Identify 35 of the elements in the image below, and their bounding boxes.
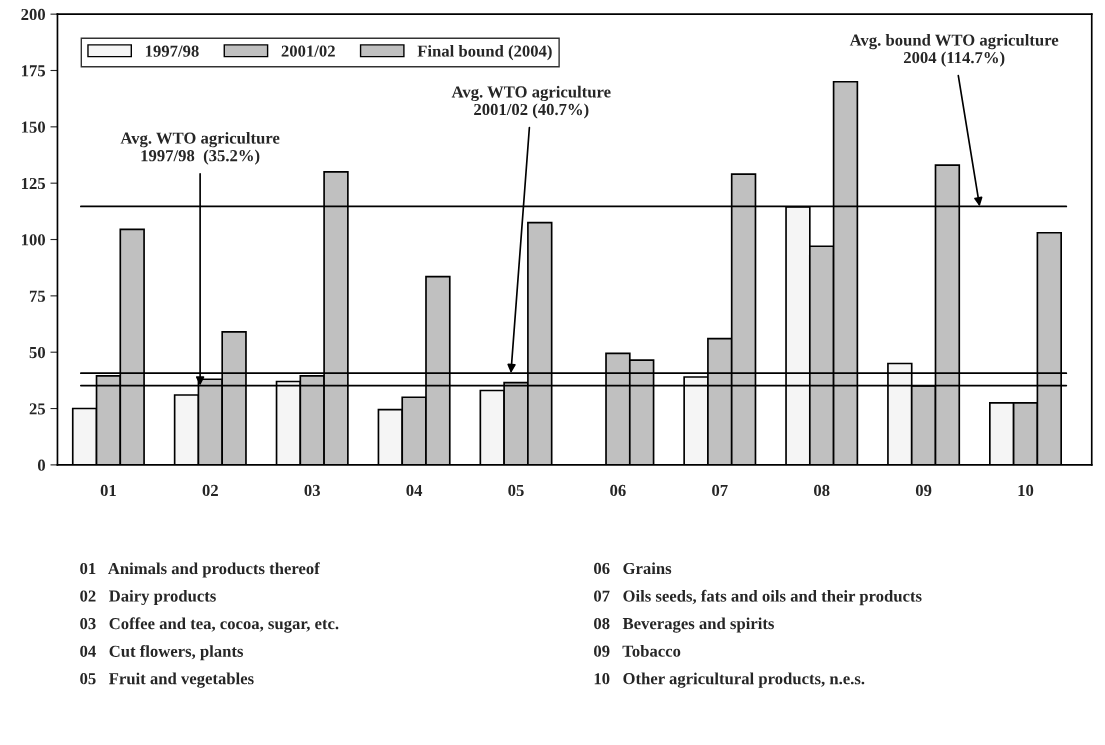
x-tick-label: 10 — [1018, 484, 1034, 497]
text: 06 Grains — [594, 562, 672, 575]
y-tick-label: 75 — [29, 290, 46, 302]
legend-label: 2001/02 — [281, 45, 335, 57]
y-tick-label: 100 — [21, 234, 46, 246]
text: 03 Coffee and tea, cocoa, sugar, etc. — [80, 617, 339, 633]
x-tick-label: 05 — [508, 484, 524, 497]
x-tick-label: 07 — [712, 484, 728, 497]
ref-line-label: Avg. bound WTO agriculture 2004 (114.7%) — [849, 33, 1059, 67]
x-tick-label: 03 — [304, 484, 320, 497]
y-tick-label: 50 — [29, 346, 46, 359]
legend-label: Final bound (2004) — [417, 45, 552, 61]
y-tick-label: 25 — [29, 403, 46, 415]
text: 02 Dairy products — [80, 589, 216, 606]
y-tick-label: 175 — [21, 65, 46, 77]
text: 04 Cut flowers, plants — [80, 644, 244, 661]
ref-line-label: Avg. WTO agriculture 2001/02 (40.7%) — [451, 85, 611, 119]
text: 05 Fruit and vegetables — [80, 672, 254, 688]
text: 01 Animals and products thereof — [80, 562, 320, 578]
text: 07 Oils seeds, fats and oils and their products — [594, 589, 922, 606]
text: 09 Tobacco — [594, 645, 681, 657]
y-tick-label: 125 — [21, 177, 46, 190]
x-tick-label: 04 — [406, 484, 423, 497]
y-tick-label: 0 — [37, 459, 46, 471]
x-tick-label: 09 — [915, 484, 932, 497]
ref-line-label: Avg. WTO agriculture 1997/98 (35.2%) — [120, 132, 280, 165]
x-tick-label: 01 — [100, 484, 116, 497]
legend-label: 1997/98 — [145, 45, 199, 57]
x-tick-label: 02 — [202, 484, 218, 497]
x-tick-label: 06 — [610, 484, 626, 497]
text: 08 Beverages and spirits — [594, 617, 774, 633]
x-tick-label: 08 — [814, 484, 830, 497]
y-tick-label: 150 — [21, 121, 46, 133]
y-tick-label: 200 — [21, 8, 46, 21]
text: 10 Other agricultural products, n.e.s. — [594, 672, 865, 688]
